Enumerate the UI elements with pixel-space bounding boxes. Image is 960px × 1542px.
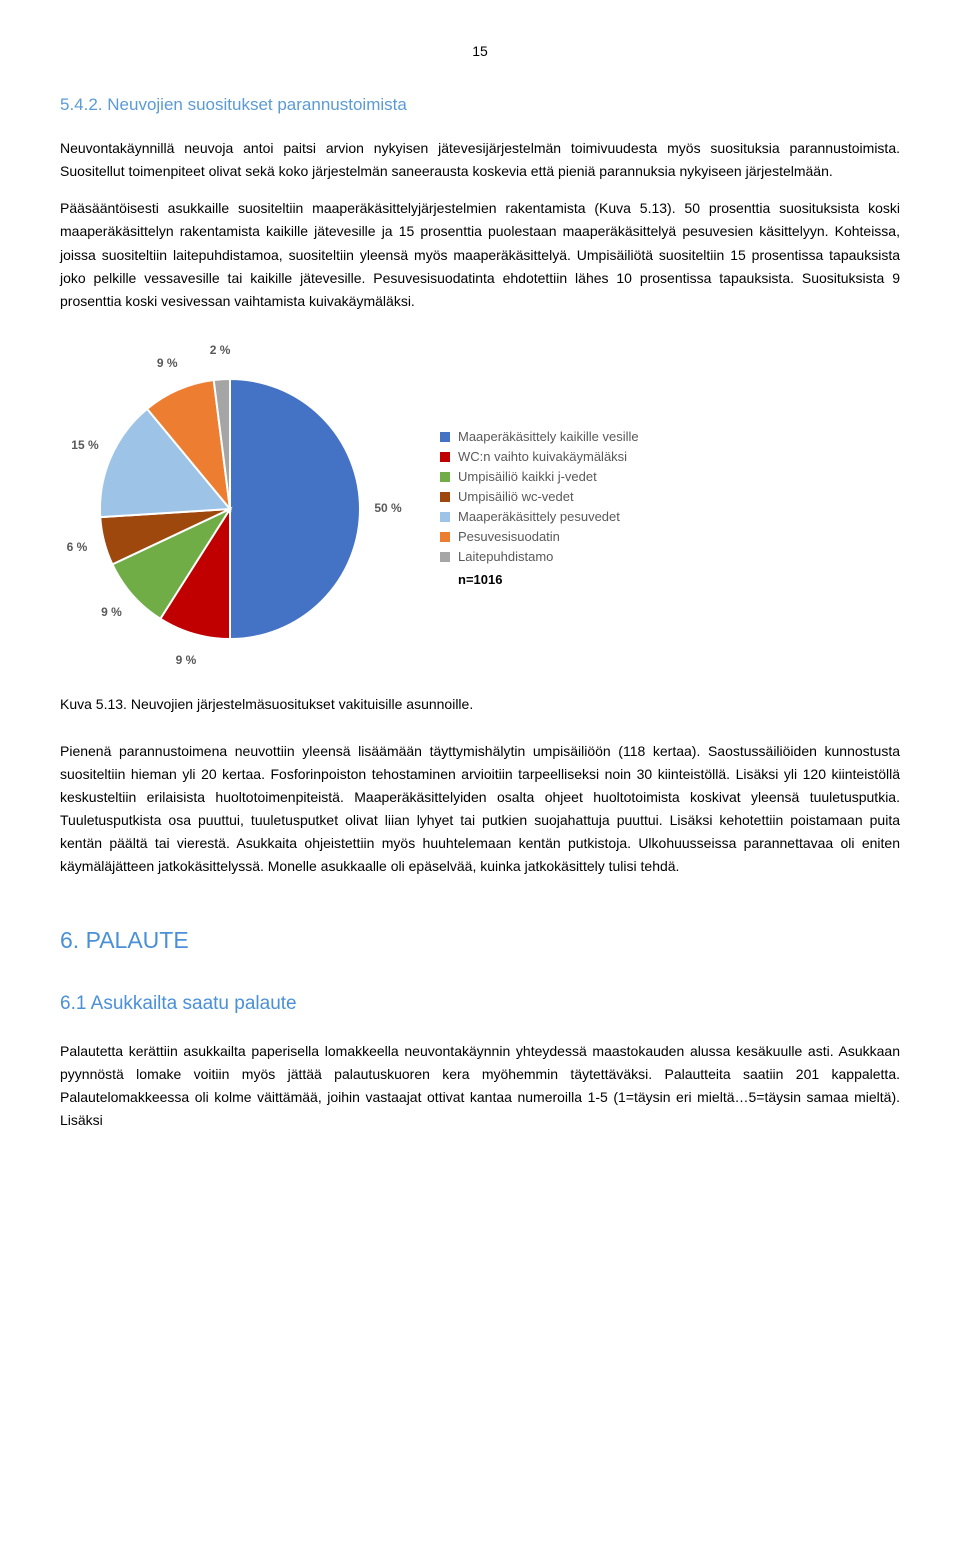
pie-slice-label: 9 % [157,354,178,374]
pie-slice-label: 50 % [374,499,401,519]
legend-label: Maaperäkäsittely kaikille vesille [458,426,639,447]
legend-swatch [440,492,450,502]
pie-chart-figure: 50 % 9 % 9 % 6 % 15 % 9 % 2 % Maaperäkäsittely… [60,339,900,679]
pie-slice-label: 15 % [71,436,98,456]
pie-slice-label: 2 % [210,341,231,361]
legend-label: Umpisäiliö wc-vedet [458,486,574,507]
legend-label: Umpisäiliö kaikki j-vedet [458,466,597,487]
legend-label: Maaperäkäsittely pesuvedet [458,506,620,527]
legend-swatch [440,552,450,562]
page-number: 15 [60,40,900,63]
body-paragraph: Pienenä parannustoimena neuvottiin yleen… [60,740,900,879]
pie-chart-svg [60,339,400,679]
pie-chart: 50 % 9 % 9 % 6 % 15 % 9 % 2 % [60,339,400,679]
figure-caption: Kuva 5.13. Neuvojien järjestelmäsuosituk… [60,693,900,716]
section-heading-6: 6. PALAUTE [60,922,900,960]
legend-item: Laitepuhdistamo [440,547,639,567]
legend-item: Maaperäkäsittely pesuvedet [440,507,639,527]
body-paragraph: Neuvontakäynnillä neuvoja antoi paitsi a… [60,137,900,183]
body-paragraph: Palautetta kerättiin asukkailta paperise… [60,1040,900,1132]
body-paragraph: Pääsääntöisesti asukkaille suositeltiin … [60,197,900,312]
pie-slice-label: 9 % [176,651,197,671]
legend-item: WC:n vaihto kuivakäymäläksi [440,447,639,467]
legend-swatch [440,432,450,442]
section-heading-6-1: 6.1 Asukkailta saatu palaute [60,988,900,1019]
legend-swatch [440,452,450,462]
legend-label: Pesuvesisuodatin [458,526,560,547]
legend-item: Umpisäiliö wc-vedet [440,487,639,507]
legend-item: Umpisäiliö kaikki j-vedet [440,467,639,487]
legend-swatch [440,532,450,542]
legend-label: Laitepuhdistamo [458,546,553,567]
legend-swatch [440,512,450,522]
legend-item: Pesuvesisuodatin [440,527,639,547]
pie-slice-label: 9 % [101,603,122,623]
chart-legend: Maaperäkäsittely kaikille vesilleWC:n va… [440,427,639,590]
legend-swatch [440,472,450,482]
section-heading-542: 5.4.2. Neuvojien suositukset parannustoi… [60,91,900,119]
legend-item: Maaperäkäsittely kaikille vesille [440,427,639,447]
pie-slice [230,379,360,639]
legend-label: WC:n vaihto kuivakäymäläksi [458,446,627,467]
legend-total: n=1016 [458,569,639,590]
pie-slice-label: 6 % [67,538,88,558]
